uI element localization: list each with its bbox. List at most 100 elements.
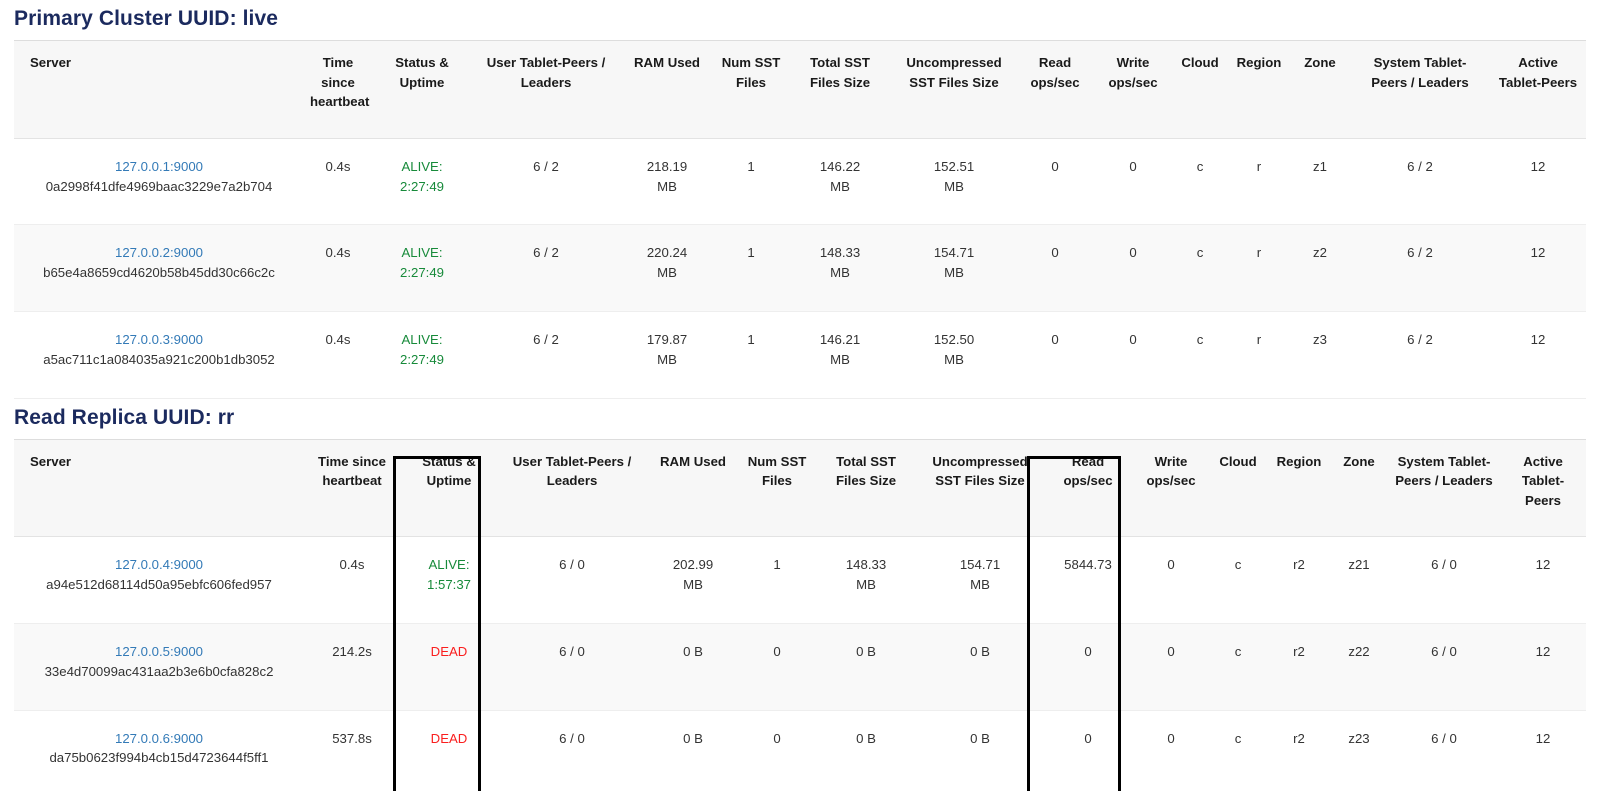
column-header-ram-used[interactable]: RAM Used [646, 438, 740, 538]
table-row: 127.0.0.2:9000 b65e4a8659cd4620b58b45dd30… [14, 224, 1586, 312]
column-header-write-ops[interactable]: Write ops/sec [1134, 438, 1208, 538]
cell-active-tablet-peers: 12 [1500, 710, 1586, 791]
server-uuid: da75b0623f994b4cb15d4723644f5ff1 [49, 750, 269, 766]
cell-status-uptime: ALIVE: 2:27:49 [372, 224, 472, 312]
cell-user-tablet-peers: 6 / 0 [498, 710, 646, 791]
column-header-total-sst[interactable]: Total SST Files Size [788, 40, 892, 139]
column-header-num-sst[interactable]: Num SST Files [740, 438, 814, 538]
cell-status-uptime: ALIVE: 1:57:37 [400, 536, 498, 624]
page: Primary Cluster UUID: live Server Time s… [0, 6, 1600, 791]
cell-region: r [1228, 224, 1290, 312]
cell-num-sst: 1 [714, 138, 788, 226]
cell-uncompressed-sst: 0 B [918, 623, 1042, 711]
cell-server: 127.0.0.5:9000 33e4d70099ac431aa2b3e6b0cf… [14, 623, 304, 711]
column-header-heartbeat[interactable]: Time since heartbeat [304, 40, 372, 139]
cell-zone: z21 [1330, 536, 1388, 624]
uptime-value: 2:27:49 [400, 178, 444, 194]
cell-total-sst: 146.22 MB [788, 138, 892, 226]
server-host-link[interactable]: 127.0.0.5:9000 [115, 643, 203, 659]
cell-server: 127.0.0.3:9000 a5ac711c1a084035a921c200b1… [14, 311, 304, 399]
cell-ram-used: 0 B [646, 710, 740, 791]
cell-status-uptime: DEAD [400, 710, 498, 791]
column-header-zone[interactable]: Zone [1290, 40, 1350, 139]
cell-zone: z1 [1290, 138, 1350, 226]
cell-cloud: c [1208, 623, 1268, 711]
cell-read-ops: 0 [1016, 224, 1094, 312]
cell-heartbeat: 214.2s [304, 623, 400, 711]
cell-read-ops: 5844.73 [1042, 536, 1134, 624]
column-header-heartbeat[interactable]: Time since heartbeat [304, 438, 400, 538]
column-header-zone[interactable]: Zone [1330, 438, 1388, 538]
cell-write-ops: 0 [1134, 536, 1208, 624]
column-header-write-ops[interactable]: Write ops/sec [1094, 40, 1172, 139]
status-badge: DEAD [430, 643, 468, 659]
column-header-active-tablet-peers[interactable]: Active Tablet-Peers [1500, 438, 1586, 538]
column-header-num-sst[interactable]: Num SST Files [714, 40, 788, 139]
read-replica-rows: 127.0.0.4:9000 a94e512d68114d50a95ebfc606… [14, 536, 1586, 791]
server-uuid: b65e4a8659cd4620b58b45dd30c66c2c [43, 265, 275, 281]
cell-num-sst: 0 [740, 623, 814, 711]
column-header-system-tablet-peers[interactable]: System Tablet-Peers / Leaders [1350, 40, 1490, 139]
cell-write-ops: 0 [1134, 623, 1208, 711]
cell-num-sst: 0 [740, 710, 814, 791]
server-uuid: 0a2998f41dfe4969baac3229e7a2b704 [45, 178, 273, 194]
cell-uncompressed-sst: 154.71 MB [918, 536, 1042, 624]
cell-total-sst: 148.33 MB [788, 224, 892, 312]
cell-read-ops: 0 [1042, 623, 1134, 711]
table-row: 127.0.0.6:9000 da75b0623f994b4cb15d472364… [14, 710, 1586, 791]
cell-region: r [1228, 138, 1290, 226]
cell-total-sst: 0 B [814, 623, 918, 711]
column-header-cloud[interactable]: Cloud [1172, 40, 1228, 139]
column-header-uncompressed-sst[interactable]: Uncompressed SST Files Size [892, 40, 1016, 139]
cell-write-ops: 0 [1094, 224, 1172, 312]
cell-uncompressed-sst: 154.71 MB [892, 224, 1016, 312]
column-header-system-tablet-peers[interactable]: System Tablet-Peers / Leaders [1388, 438, 1500, 538]
column-header-cloud[interactable]: Cloud [1208, 438, 1268, 538]
cell-user-tablet-peers: 6 / 0 [498, 623, 646, 711]
server-host-link[interactable]: 127.0.0.1:9000 [115, 158, 203, 174]
cell-active-tablet-peers: 12 [1500, 536, 1586, 624]
status-badge: ALIVE: [401, 331, 443, 347]
server-host-link[interactable]: 127.0.0.6:9000 [115, 730, 203, 746]
cell-num-sst: 1 [714, 311, 788, 399]
table-header-row: Server Time since heartbeat Status & Upt… [14, 40, 1586, 139]
cell-write-ops: 0 [1134, 710, 1208, 791]
cell-cloud: c [1172, 224, 1228, 312]
cell-write-ops: 0 [1094, 311, 1172, 399]
server-host-link[interactable]: 127.0.0.3:9000 [115, 331, 203, 347]
cell-heartbeat: 0.4s [304, 536, 400, 624]
column-header-user-tablet-peers[interactable]: User Tablet-Peers / Leaders [472, 40, 620, 139]
column-header-region[interactable]: Region [1268, 438, 1330, 538]
cell-user-tablet-peers: 6 / 2 [472, 224, 620, 312]
column-header-read-ops[interactable]: Read ops/sec [1042, 438, 1134, 538]
column-header-status[interactable]: Status & Uptime [372, 40, 472, 139]
cell-region: r [1228, 311, 1290, 399]
cell-total-sst: 148.33 MB [814, 536, 918, 624]
column-header-active-tablet-peers[interactable]: Active Tablet-Peers [1490, 40, 1586, 139]
cell-heartbeat: 0.4s [304, 138, 372, 226]
cell-region: r2 [1268, 536, 1330, 624]
column-header-uncompressed-sst[interactable]: Uncompressed SST Files Size [918, 438, 1042, 538]
column-header-ram-used[interactable]: RAM Used [620, 40, 714, 139]
server-host-link[interactable]: 127.0.0.4:9000 [115, 557, 203, 573]
server-host-link[interactable]: 127.0.0.2:9000 [115, 245, 203, 261]
server-uuid: a5ac711c1a084035a921c200b1db3052 [43, 351, 275, 367]
cell-uncompressed-sst: 0 B [918, 710, 1042, 791]
column-header-total-sst[interactable]: Total SST Files Size [814, 438, 918, 538]
table-row: 127.0.0.4:9000 a94e512d68114d50a95ebfc606… [14, 536, 1586, 624]
cell-user-tablet-peers: 6 / 2 [472, 138, 620, 226]
cell-read-ops: 0 [1042, 710, 1134, 791]
column-header-user-tablet-peers[interactable]: User Tablet-Peers / Leaders [498, 438, 646, 538]
column-header-read-ops[interactable]: Read ops/sec [1016, 40, 1094, 139]
column-header-region[interactable]: Region [1228, 40, 1290, 139]
cell-server: 127.0.0.1:9000 0a2998f41dfe4969baac3229e7… [14, 138, 304, 226]
cell-read-ops: 0 [1016, 311, 1094, 399]
column-header-status[interactable]: Status & Uptime [400, 438, 498, 538]
cell-read-ops: 0 [1016, 138, 1094, 226]
cell-region: r2 [1268, 623, 1330, 711]
cell-zone: z22 [1330, 623, 1388, 711]
column-header-server[interactable]: Server [14, 438, 304, 538]
column-header-server[interactable]: Server [14, 40, 304, 139]
cell-system-tablet-peers: 6 / 2 [1350, 224, 1490, 312]
cell-ram-used: 218.19 MB [620, 138, 714, 226]
